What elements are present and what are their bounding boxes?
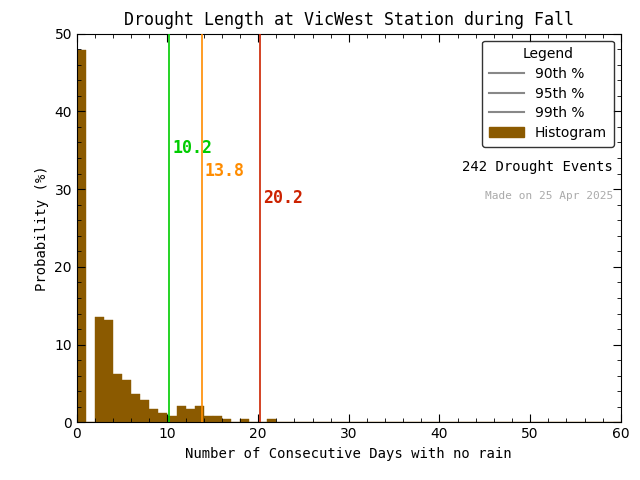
Bar — [140, 400, 149, 422]
Bar — [222, 420, 231, 422]
Y-axis label: Probability (%): Probability (%) — [35, 165, 49, 291]
Bar — [177, 406, 186, 422]
Bar — [168, 416, 177, 422]
Bar — [104, 320, 113, 422]
Text: 13.8: 13.8 — [205, 162, 244, 180]
Bar — [268, 420, 276, 422]
X-axis label: Number of Consecutive Days with no rain: Number of Consecutive Days with no rain — [186, 447, 512, 461]
Bar — [212, 416, 222, 422]
Bar — [195, 406, 204, 422]
Bar — [95, 317, 104, 422]
Bar — [240, 420, 249, 422]
Title: Drought Length at VicWest Station during Fall: Drought Length at VicWest Station during… — [124, 11, 574, 29]
Bar — [122, 381, 131, 422]
Bar — [77, 50, 86, 422]
Text: 242 Drought Events: 242 Drought Events — [463, 160, 613, 174]
Legend: 90th %, 95th %, 99th %, Histogram: 90th %, 95th %, 99th %, Histogram — [482, 40, 614, 147]
Bar — [186, 409, 195, 422]
Bar — [158, 413, 168, 422]
Bar — [131, 394, 140, 422]
Bar — [149, 409, 158, 422]
Bar — [204, 416, 212, 422]
Text: 20.2: 20.2 — [262, 189, 303, 207]
Text: Made on 25 Apr 2025: Made on 25 Apr 2025 — [485, 192, 613, 202]
Bar — [113, 374, 122, 422]
Text: 10.2: 10.2 — [172, 139, 212, 156]
